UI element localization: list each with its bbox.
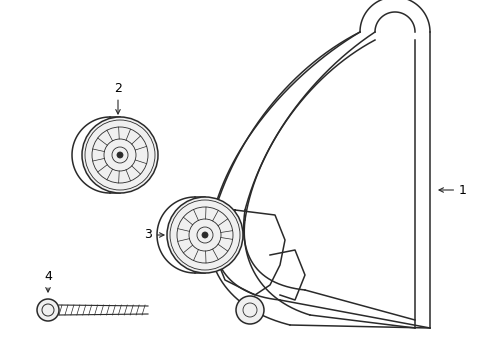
Circle shape	[167, 197, 243, 273]
Text: 3: 3	[144, 229, 163, 242]
Text: 4: 4	[44, 270, 52, 292]
Circle shape	[202, 232, 207, 238]
Text: 2: 2	[114, 81, 122, 114]
Text: 1: 1	[438, 184, 466, 197]
Circle shape	[236, 296, 264, 324]
Circle shape	[37, 299, 59, 321]
Circle shape	[117, 152, 123, 158]
Circle shape	[82, 117, 158, 193]
